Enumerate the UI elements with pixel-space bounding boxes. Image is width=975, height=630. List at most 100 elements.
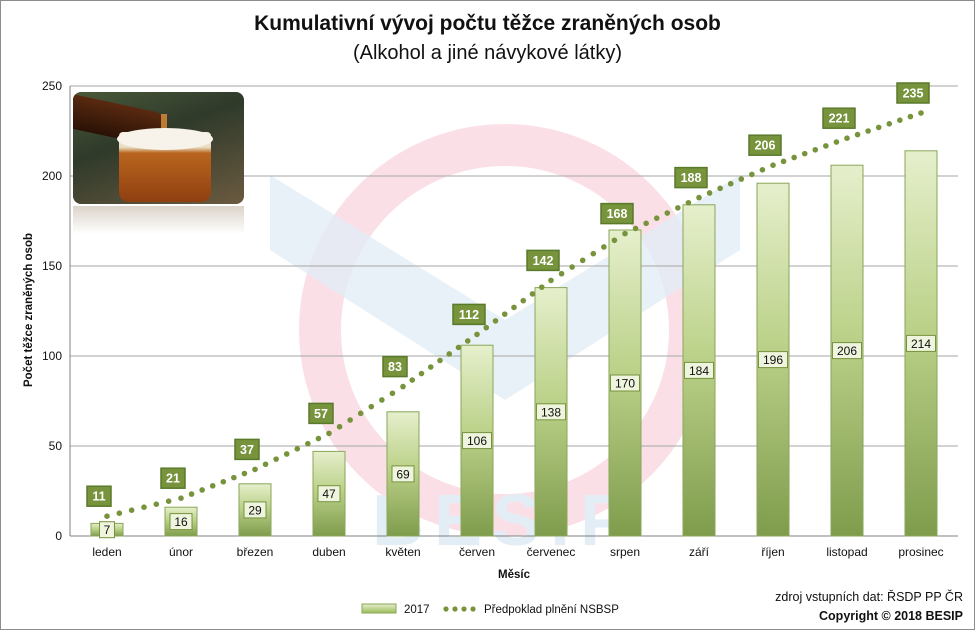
x-tick-label: únor <box>169 545 193 559</box>
y-tick-label: 100 <box>42 349 62 363</box>
legend: 2017 Předpoklad plnění NSBSP <box>361 603 619 616</box>
x-tick-label: říjen <box>761 545 784 559</box>
forecast-data-label: 83 <box>388 360 402 374</box>
forecast-dot <box>696 194 702 201</box>
forecast-label-box <box>748 134 782 156</box>
forecast-dot <box>706 190 713 196</box>
forecast-line: 11 21 37 57 83 112 142 168 188 206 221 235 <box>86 82 930 519</box>
forecast-data-label: 142 <box>533 254 554 268</box>
forecast-dot <box>492 318 499 324</box>
y-tick-label: 200 <box>42 169 62 183</box>
forecast-label-box <box>526 249 560 272</box>
y-tick-label: 50 <box>49 439 63 453</box>
forecast-dot <box>315 435 322 442</box>
forecast-dot <box>336 423 343 430</box>
forecast-dot <box>188 491 195 497</box>
forecast-dot <box>844 135 850 141</box>
forecast-data-label: 168 <box>607 207 628 221</box>
bar-data-label: 196 <box>763 353 783 367</box>
forecast-dot <box>446 351 453 357</box>
forecast-dot <box>590 250 597 257</box>
forecast-dot <box>812 146 819 153</box>
forecast-data-label: 37 <box>240 443 254 457</box>
x-tick-label: prosinec <box>898 545 943 559</box>
forecast-dot <box>601 244 607 250</box>
forecast-dot <box>294 446 301 452</box>
forecast-label-box <box>160 467 186 489</box>
forecast-label-box <box>452 303 486 326</box>
forecast-dot <box>632 225 639 232</box>
forecast-dot <box>897 117 903 123</box>
forecast-label-box <box>86 485 112 507</box>
forecast-dot <box>727 180 734 187</box>
forecast-dot <box>455 344 462 351</box>
forecast-dot <box>558 270 565 277</box>
bar-label-box <box>536 403 566 421</box>
photo-reflection <box>73 206 244 234</box>
bar-label-box <box>462 432 492 450</box>
x-tick-label: září <box>689 545 710 559</box>
forecast-dot <box>823 143 829 149</box>
forecast-dot <box>128 507 135 513</box>
forecast-dot <box>141 504 147 511</box>
forecast-dot <box>622 230 628 237</box>
forecast-dot <box>209 483 216 489</box>
bar-data-label: 69 <box>396 467 410 481</box>
bar-data-label: 206 <box>837 344 857 358</box>
x-axis-ticks: leden únor březen duben květen červen červenec… <box>92 545 943 559</box>
forecast-dot <box>165 498 172 505</box>
forecast-dot <box>511 304 517 311</box>
forecast-data-label: 206 <box>755 139 776 153</box>
forecast-label-box <box>234 438 260 461</box>
x-tick-label: srpen <box>610 545 640 559</box>
forecast-dot <box>178 495 184 502</box>
x-axis-title: Měsíc <box>498 569 531 581</box>
bar-data-label: 138 <box>541 405 561 419</box>
forecast-dot <box>262 461 269 468</box>
bar-data-label: 170 <box>615 377 635 391</box>
x-tick-label: listopad <box>826 545 867 559</box>
y-axis-title: Počet těžce zraněných osob <box>23 233 35 387</box>
bar-label-box <box>684 361 714 379</box>
forecast-dot <box>379 397 385 403</box>
forecast-data-label: 57 <box>314 407 328 421</box>
forecast-dot <box>791 154 797 161</box>
forecast-dot <box>241 470 248 477</box>
forecast-dot <box>231 474 237 481</box>
forecast-dot <box>252 466 258 473</box>
forecast-dot <box>875 124 882 131</box>
forecast-dot <box>389 390 396 397</box>
forecast-label-box <box>308 402 334 425</box>
forecast-data-label: 112 <box>459 308 479 322</box>
forecast-dot <box>368 403 375 410</box>
forecast-dot <box>717 185 723 192</box>
x-tick-label: duben <box>312 545 345 559</box>
forecast-dot <box>664 210 671 216</box>
bar-label-box <box>243 501 267 519</box>
forecast-dot <box>116 510 123 516</box>
chart-subtitle: (Alkohol a jiné návykové látky) <box>352 42 622 64</box>
forecast-dot <box>675 205 681 211</box>
forecast-dot <box>738 176 745 182</box>
bar-label-box <box>832 342 862 360</box>
y-tick-label: 250 <box>42 79 62 93</box>
forecast-dot <box>865 128 871 134</box>
bar-data-label: 7 <box>104 523 111 537</box>
forecast-dot <box>326 430 332 437</box>
forecast-dot <box>685 199 692 206</box>
forecast-dot <box>418 370 425 377</box>
y-tick-label: 150 <box>42 259 62 273</box>
forecast-dot <box>199 487 205 493</box>
x-tick-label: leden <box>92 545 121 559</box>
forecast-dot <box>569 264 575 270</box>
forecast-dot <box>780 158 787 165</box>
bar-data-label: 16 <box>174 515 188 529</box>
forecast-dot <box>611 237 618 244</box>
bar-label-box <box>758 351 788 369</box>
beer-glass-photo <box>73 92 244 204</box>
forecast-dot <box>770 162 776 168</box>
forecast-data-label: 21 <box>166 472 180 486</box>
bar-data-label: 29 <box>248 503 262 517</box>
forecast-dot <box>538 284 545 290</box>
